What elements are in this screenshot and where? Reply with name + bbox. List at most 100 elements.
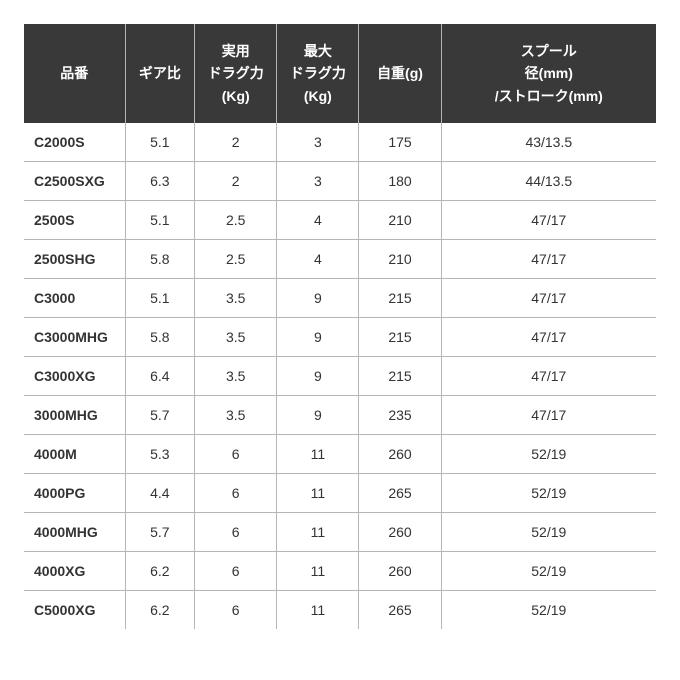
table-cell: 235	[359, 396, 441, 435]
table-cell: 4000XG	[24, 552, 125, 591]
table-cell: 4000MHG	[24, 513, 125, 552]
table-cell: 47/17	[441, 240, 656, 279]
table-body: C2000S5.12317543/13.5C2500SXG6.32318044/…	[24, 123, 656, 629]
table-cell: 2500S	[24, 201, 125, 240]
table-cell: C5000XG	[24, 591, 125, 630]
table-cell: 260	[359, 435, 441, 474]
table-cell: 3.5	[195, 279, 277, 318]
table-cell: 215	[359, 318, 441, 357]
table-row: C30005.13.5921547/17	[24, 279, 656, 318]
table-cell: 2500SHG	[24, 240, 125, 279]
header-cell-3: 最大ドラグ力(Kg)	[277, 24, 359, 123]
table-cell: 4.4	[125, 474, 195, 513]
table-row: C3000XG6.43.5921547/17	[24, 357, 656, 396]
table-cell: 6.3	[125, 162, 195, 201]
specs-table: 品番ギア比実用ドラグ力(Kg)最大ドラグ力(Kg)自重(g)スプール径(mm)/…	[24, 24, 656, 629]
table-cell: C3000	[24, 279, 125, 318]
table-cell: 6	[195, 552, 277, 591]
header-cell-5: スプール径(mm)/ストローク(mm)	[441, 24, 656, 123]
table-row: 2500SHG5.82.5421047/17	[24, 240, 656, 279]
table-cell: 9	[277, 357, 359, 396]
table-cell: 4	[277, 240, 359, 279]
table-cell: 47/17	[441, 357, 656, 396]
table-row: 4000XG6.261126052/19	[24, 552, 656, 591]
table-cell: 2	[195, 162, 277, 201]
table-cell: 11	[277, 474, 359, 513]
table-cell: 44/13.5	[441, 162, 656, 201]
table-cell: 2.5	[195, 201, 277, 240]
table-cell: 5.1	[125, 201, 195, 240]
table-row: 3000MHG5.73.5923547/17	[24, 396, 656, 435]
table-cell: 4000M	[24, 435, 125, 474]
table-row: C5000XG6.261126552/19	[24, 591, 656, 630]
table-cell: 52/19	[441, 435, 656, 474]
table-cell: 52/19	[441, 591, 656, 630]
table-cell: 5.1	[125, 123, 195, 162]
table-cell: 47/17	[441, 201, 656, 240]
table-cell: 6.4	[125, 357, 195, 396]
table-row: C2500SXG6.32318044/13.5	[24, 162, 656, 201]
table-row: C2000S5.12317543/13.5	[24, 123, 656, 162]
table-header: 品番ギア比実用ドラグ力(Kg)最大ドラグ力(Kg)自重(g)スプール径(mm)/…	[24, 24, 656, 123]
table-cell: 2.5	[195, 240, 277, 279]
table-row: 4000M5.361126052/19	[24, 435, 656, 474]
table-cell: 265	[359, 474, 441, 513]
table-cell: 5.8	[125, 240, 195, 279]
table-cell: 180	[359, 162, 441, 201]
table-cell: 3	[277, 123, 359, 162]
table-cell: 5.3	[125, 435, 195, 474]
table-cell: 3.5	[195, 396, 277, 435]
table-cell: 5.8	[125, 318, 195, 357]
table-cell: 9	[277, 396, 359, 435]
table-cell: 175	[359, 123, 441, 162]
table-cell: 260	[359, 513, 441, 552]
table-row: 4000PG4.461126552/19	[24, 474, 656, 513]
table-cell: 11	[277, 435, 359, 474]
table-cell: C2500SXG	[24, 162, 125, 201]
table-cell: 9	[277, 279, 359, 318]
header-cell-0: 品番	[24, 24, 125, 123]
table-cell: 210	[359, 240, 441, 279]
table-cell: 5.1	[125, 279, 195, 318]
table-cell: 265	[359, 591, 441, 630]
table-cell: C3000MHG	[24, 318, 125, 357]
table-cell: 52/19	[441, 513, 656, 552]
table-cell: 4	[277, 201, 359, 240]
table-cell: 9	[277, 318, 359, 357]
table-cell: 6.2	[125, 552, 195, 591]
table-cell: 4000PG	[24, 474, 125, 513]
table-cell: 5.7	[125, 513, 195, 552]
table-cell: 3.5	[195, 357, 277, 396]
table-cell: 210	[359, 201, 441, 240]
table-cell: 47/17	[441, 318, 656, 357]
header-cell-4: 自重(g)	[359, 24, 441, 123]
table-cell: C3000XG	[24, 357, 125, 396]
table-cell: 6	[195, 435, 277, 474]
table-cell: 3	[277, 162, 359, 201]
table-cell: 47/17	[441, 279, 656, 318]
table-cell: 43/13.5	[441, 123, 656, 162]
table-cell: 52/19	[441, 474, 656, 513]
table-cell: 2	[195, 123, 277, 162]
table-cell: 52/19	[441, 552, 656, 591]
table-row: 4000MHG5.761126052/19	[24, 513, 656, 552]
header-cell-1: ギア比	[125, 24, 195, 123]
table-cell: 6	[195, 591, 277, 630]
table-cell: 11	[277, 552, 359, 591]
table-cell: C2000S	[24, 123, 125, 162]
table-cell: 11	[277, 513, 359, 552]
table-row: 2500S5.12.5421047/17	[24, 201, 656, 240]
table-cell: 260	[359, 552, 441, 591]
table-cell: 11	[277, 591, 359, 630]
header-row: 品番ギア比実用ドラグ力(Kg)最大ドラグ力(Kg)自重(g)スプール径(mm)/…	[24, 24, 656, 123]
table-cell: 6	[195, 513, 277, 552]
table-cell: 47/17	[441, 396, 656, 435]
table-cell: 215	[359, 357, 441, 396]
table-cell: 5.7	[125, 396, 195, 435]
header-cell-2: 実用ドラグ力(Kg)	[195, 24, 277, 123]
table-cell: 6.2	[125, 591, 195, 630]
table-cell: 215	[359, 279, 441, 318]
table-cell: 3.5	[195, 318, 277, 357]
table-row: C3000MHG5.83.5921547/17	[24, 318, 656, 357]
table-cell: 3000MHG	[24, 396, 125, 435]
